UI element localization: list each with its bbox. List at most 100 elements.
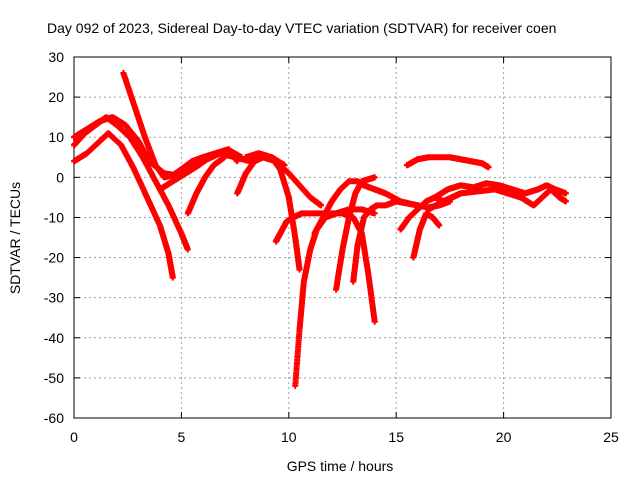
data-point [353, 191, 357, 195]
data-point [469, 159, 473, 163]
data-point [373, 211, 377, 215]
data-point [366, 177, 370, 181]
data-point [124, 123, 128, 127]
series-arc-6 [184, 154, 228, 217]
data-point [106, 131, 110, 135]
data-point [72, 159, 76, 163]
data-point [308, 211, 312, 215]
y-axis: -60 -50 -40 -30 -20 -10 0 10 20 30 [44, 49, 611, 426]
x-tick-label: 25 [603, 429, 619, 445]
data-point [375, 203, 379, 207]
data-point [437, 223, 441, 227]
data-point [287, 195, 291, 199]
data-point [308, 195, 312, 199]
data-point [540, 195, 544, 199]
data-point [383, 203, 387, 207]
data-point [285, 219, 289, 223]
data-point [190, 159, 194, 163]
data-point [143, 135, 147, 139]
data-point [186, 248, 190, 252]
data-point [298, 183, 302, 187]
data-point [564, 199, 568, 203]
x-axis: 0 5 10 15 20 25 [70, 57, 619, 445]
data-point [448, 155, 452, 159]
y-tick-label: 20 [48, 89, 64, 105]
data-point [362, 215, 366, 219]
data-point [98, 139, 102, 143]
data-point [147, 159, 151, 163]
data-point [293, 384, 297, 388]
data-point [416, 157, 420, 161]
data-point [319, 203, 323, 207]
data-point [338, 187, 342, 191]
data-point [351, 280, 355, 284]
data-point [424, 211, 428, 215]
data-point [162, 175, 166, 179]
data-point [360, 207, 364, 211]
data-point [154, 163, 158, 167]
data-point [293, 236, 297, 239]
series-arc-5 [156, 148, 245, 193]
data-point [536, 187, 540, 191]
data-point [519, 195, 523, 199]
y-tick-label: 0 [56, 169, 64, 185]
data-point [334, 288, 338, 292]
data-point [72, 135, 76, 139]
series-arc-18 [425, 186, 569, 213]
data-point [426, 155, 430, 159]
data-point [240, 155, 244, 159]
data-point [313, 231, 317, 235]
x-tick-label: 10 [281, 429, 297, 445]
data-point [437, 155, 441, 159]
data-point [171, 173, 175, 177]
data-point [564, 191, 568, 195]
series-arc-1 [71, 130, 176, 281]
data-point [360, 179, 364, 183]
data-point [278, 231, 282, 235]
data-point [283, 163, 287, 167]
data-point [398, 227, 402, 231]
data-point [459, 191, 463, 195]
data-point [257, 151, 261, 155]
data-point [356, 244, 360, 248]
data-point [411, 256, 415, 260]
y-axis-title: SDTVAR / TECUs [7, 182, 23, 294]
data-point [207, 155, 211, 159]
x-tick-label: 0 [70, 429, 78, 445]
data-point [287, 171, 291, 175]
data-point [121, 71, 125, 75]
y-tick-label: -20 [44, 250, 64, 266]
series-arc-8 [242, 150, 303, 273]
data-point [235, 159, 239, 163]
series-markers [120, 70, 241, 181]
y-tick-label: -60 [44, 410, 64, 426]
data-point [203, 175, 207, 179]
data-point [341, 248, 344, 252]
data-point [523, 191, 527, 195]
data-point [394, 199, 398, 203]
data-point [347, 215, 351, 219]
data-point [557, 195, 561, 199]
data-point [351, 215, 355, 219]
data-point [179, 231, 183, 235]
data-point [532, 203, 536, 207]
data-point [218, 151, 222, 155]
y-tick-label: -40 [44, 330, 64, 346]
data-point [98, 119, 102, 123]
data-point [459, 157, 463, 161]
data-point [197, 163, 201, 167]
data-point [171, 179, 175, 183]
data-point [128, 135, 132, 139]
data-point [373, 187, 377, 191]
data-point [244, 171, 248, 175]
data-point [373, 175, 377, 179]
x-tick-label: 5 [178, 429, 186, 445]
series-markers [403, 154, 492, 171]
data-point [158, 187, 162, 191]
data-point [431, 215, 435, 219]
data-point [302, 280, 306, 284]
data-point [347, 179, 351, 183]
x-tick-label: 20 [496, 429, 512, 445]
series-arc-16 [410, 210, 443, 261]
